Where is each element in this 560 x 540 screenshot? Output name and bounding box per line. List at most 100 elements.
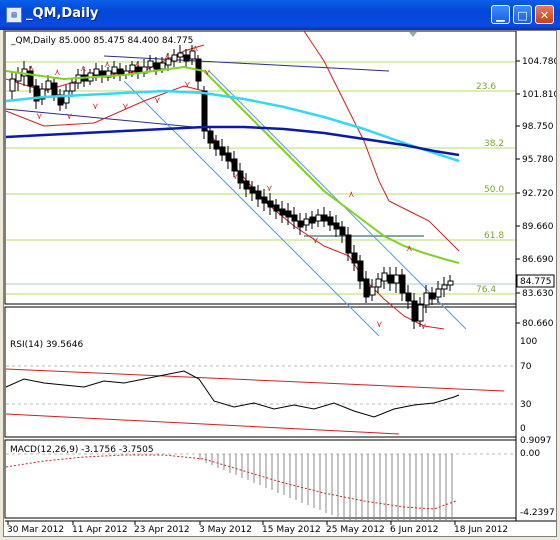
candle-body xyxy=(231,158,238,172)
candle-body xyxy=(429,292,436,300)
candle-body xyxy=(339,226,346,236)
candle-body xyxy=(111,66,118,74)
fractal-up-arrow: ⋏ xyxy=(164,52,171,62)
close-button[interactable]: ✕ xyxy=(535,5,554,24)
maximize-button[interactable]: □ xyxy=(513,5,532,24)
chart-area[interactable]: 23.6 38.2 50.0 61.8 76.4 ⋎ ⋎ ⋎ ⋎ ⋎ ⋎ ⋎ ⋎ ⋎ ⋎ ⋎ ⋎ ⋏ ⋏ ⋏ ⋏ ⋏ ⋏ ⋏… xyxy=(3,30,557,537)
upper-band xyxy=(303,31,460,252)
candle-body xyxy=(369,286,376,296)
date-axis-label: 25 May 2012 xyxy=(326,525,385,535)
candle-body xyxy=(69,82,76,92)
fib-level-label: 23.6 xyxy=(476,82,496,92)
date-axis-label: 3 May 2012 xyxy=(199,525,252,535)
candle-body xyxy=(297,220,304,228)
candle-body xyxy=(399,274,406,294)
candle-body xyxy=(39,88,46,100)
candle-body xyxy=(351,252,358,264)
fractal-up-arrow: ⋏ xyxy=(104,60,111,70)
date-axis-label: 6 Jun 2012 xyxy=(390,525,438,535)
chart-shift-marker[interactable] xyxy=(409,32,417,37)
candle-body xyxy=(15,72,22,82)
rsi-pane[interactable] xyxy=(4,306,517,438)
macd-axis-label: -4.2397 xyxy=(520,508,555,518)
fractal-down-arrow: ⋎ xyxy=(184,80,191,90)
date-axis-label: 15 May 2012 xyxy=(262,525,321,535)
price-axis-label: 80.660 xyxy=(522,319,554,329)
fractal-down-arrow: ⋎ xyxy=(420,322,427,332)
candle-body xyxy=(255,190,262,200)
fractal-down-arrow: ⋎ xyxy=(312,236,319,246)
candle-body xyxy=(147,60,154,68)
rsi-trendline xyxy=(5,368,505,392)
fractal-down-arrow: ⋎ xyxy=(66,112,73,122)
candle-body xyxy=(315,214,322,222)
candle-body xyxy=(345,234,352,254)
moving-average-cyan xyxy=(5,89,460,163)
fractal-down-arrow: ⋎ xyxy=(154,96,161,106)
candle-body xyxy=(267,200,274,208)
price-chart[interactable]: 23.6 38.2 50.0 61.8 76.4 ⋎ ⋎ ⋎ ⋎ ⋎ ⋎ ⋎ ⋎ ⋎ ⋎ ⋎ ⋎ ⋏ ⋏ ⋏ ⋏ ⋏ ⋏ ⋏… xyxy=(4,31,556,536)
candle-body xyxy=(435,288,442,298)
candle-body xyxy=(327,216,334,226)
candle-body xyxy=(381,272,388,282)
price-axis-label: 83.630 xyxy=(522,289,554,299)
macd-axis-label: 0.00 xyxy=(520,449,540,459)
price-axis-label: 98.750 xyxy=(522,122,554,132)
fractal-down-arrow: ⋎ xyxy=(92,102,99,112)
candle-body xyxy=(387,274,394,284)
candle-body xyxy=(393,274,400,284)
candle-body xyxy=(27,70,34,87)
candle-body xyxy=(45,80,52,90)
candle-body xyxy=(159,62,166,70)
price-axis-label: 92.720 xyxy=(522,189,554,199)
candle-body xyxy=(243,180,250,190)
fractal-down-arrow: ⋎ xyxy=(204,68,211,78)
candle-body xyxy=(423,292,430,306)
candle-body xyxy=(171,54,178,62)
candle-body xyxy=(213,140,220,150)
date-axis-label: 23 Apr 2012 xyxy=(134,525,190,535)
fractal-up-arrow: ⋏ xyxy=(348,190,355,200)
candle-body xyxy=(405,292,412,302)
moving-average-blue xyxy=(5,125,460,157)
fib-level-label: 50.0 xyxy=(484,185,504,195)
candle-body xyxy=(417,304,424,322)
rsi-line xyxy=(5,370,460,418)
candle-body xyxy=(51,82,58,96)
candle-body xyxy=(279,208,286,216)
macd-axis-label: 0.9097 xyxy=(520,436,552,446)
fractal-up-arrow: ⋏ xyxy=(192,44,199,54)
fractal-down-arrow: ⋎ xyxy=(376,320,383,330)
candle-body xyxy=(33,85,40,102)
candle-body xyxy=(441,284,448,290)
candle-body xyxy=(261,196,268,204)
rsi-axis-label: 30 xyxy=(520,400,532,410)
candle-body xyxy=(219,146,226,156)
title-bar[interactable]: ▤ _QM,Daily ▁ □ ✕ xyxy=(0,0,560,30)
candle-body xyxy=(249,186,256,194)
candle-body xyxy=(321,214,328,222)
regression-channel xyxy=(123,80,380,337)
rsi-axis-label: 0 xyxy=(520,424,526,434)
candle-body xyxy=(237,170,244,184)
candle-body xyxy=(357,260,364,282)
candle-body xyxy=(117,68,124,76)
price-axis-label: 95.780 xyxy=(522,155,554,165)
price-axis-label: 89.660 xyxy=(522,222,554,232)
date-axis-label: 18 Jun 2012 xyxy=(454,525,508,535)
price-axis-label: 104.780 xyxy=(522,57,556,67)
price-axis-label: 86.690 xyxy=(522,255,554,265)
fractal-up-arrow: ⋏ xyxy=(406,244,413,254)
fractal-down-arrow: ⋎ xyxy=(122,102,129,112)
macd-header: MACD(12,26,9) -3.1756 -3.7505 xyxy=(10,445,154,455)
candle-body xyxy=(129,64,136,72)
candle-body xyxy=(291,214,298,222)
trendline xyxy=(103,55,390,72)
minimize-button[interactable]: ▁ xyxy=(491,5,510,24)
fib-level-label: 38.2 xyxy=(484,139,504,149)
rsi-header: RSI(14) 39.5646 xyxy=(10,340,83,350)
fractal-up-arrow: ⋏ xyxy=(80,64,87,74)
chart-window-icon[interactable]: ▤ xyxy=(6,7,22,23)
fib-level-label: 61.8 xyxy=(484,231,504,241)
fractal-up-arrow: ⋏ xyxy=(28,64,35,74)
